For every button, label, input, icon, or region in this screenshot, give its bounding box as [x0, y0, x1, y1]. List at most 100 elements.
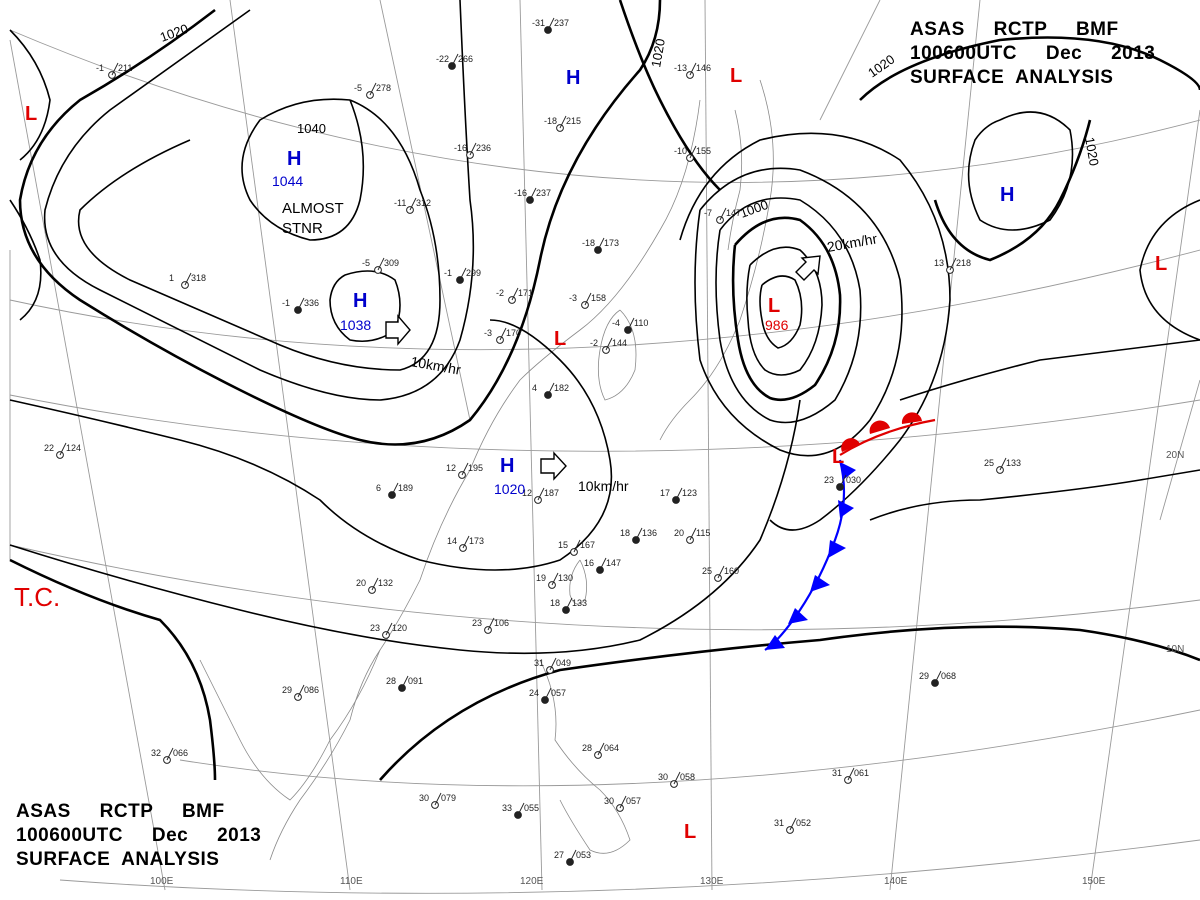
- wind-barb: [451, 53, 459, 67]
- station-temperature: 23: [824, 475, 834, 485]
- isobar-low-1: [759, 275, 803, 349]
- station-temperature: -10: [674, 146, 687, 156]
- station-pressure: 132: [378, 578, 393, 588]
- station-pressure: 312: [416, 198, 431, 208]
- header-time-line: 100600UTC Dec 2013: [910, 43, 1156, 64]
- wind-barb: [599, 557, 607, 571]
- wind-barb: [549, 657, 557, 671]
- wind-barb: [689, 145, 697, 159]
- station-temperature: -18: [544, 116, 557, 126]
- wind-barb: [673, 771, 681, 785]
- wind-barb: [409, 197, 417, 211]
- station-temperature: -3: [569, 293, 577, 303]
- station-temperature: 6: [376, 483, 381, 493]
- station-temperature: 16: [584, 558, 594, 568]
- station-pressure: 057: [626, 796, 641, 806]
- isobar-east-1: [869, 469, 1200, 521]
- isobar-1020-south: [9, 558, 217, 781]
- parallel-30n: [9, 249, 1200, 351]
- meridian-110e: [229, 0, 351, 891]
- station-pressure: 147: [726, 208, 741, 218]
- station-temperature: -3: [484, 328, 492, 338]
- station-temperature: 14: [447, 536, 457, 546]
- wind-barb: [434, 792, 442, 806]
- wind-barb: [597, 237, 605, 251]
- station-pressure: 133: [1006, 458, 1021, 468]
- wind-barb: [111, 62, 119, 76]
- station-temperature: -2: [590, 338, 598, 348]
- isobar-1020-equatorial: [379, 625, 1200, 781]
- station-plots: -31 237-1 211-5 278-22 266-18 215-16 236-16 237…: [44, 17, 1021, 866]
- meridian-150e: [1089, 109, 1200, 891]
- station-temperature: 33: [502, 803, 512, 813]
- isobar-label: 1020: [1082, 136, 1102, 167]
- warm-front: [839, 418, 936, 456]
- station-pressure: 173: [469, 536, 484, 546]
- station-pressure: 049: [556, 658, 571, 668]
- coast-asia-mainland: [269, 99, 701, 861]
- isobar-north-left: [9, 29, 51, 161]
- coast-taiwan: [569, 559, 588, 605]
- station-temperature: -5: [354, 83, 362, 93]
- station-pressure: 030: [846, 475, 861, 485]
- wind-barb: [461, 462, 469, 476]
- station-temperature: 23: [370, 623, 380, 633]
- station-temperature: 23: [472, 618, 482, 628]
- wind-barb: [297, 297, 305, 311]
- wind-barb: [689, 62, 697, 76]
- movement-arrow-986: [795, 255, 821, 281]
- station-temperature: -18: [582, 238, 595, 248]
- wind-barb: [401, 675, 409, 689]
- station-temperature: 31: [832, 768, 842, 778]
- wind-barb: [569, 849, 577, 863]
- station-pressure: 053: [576, 850, 591, 860]
- isobar-1020-north: [859, 36, 1200, 101]
- wind-barb: [499, 327, 507, 341]
- isobar-low-2: [746, 246, 823, 376]
- station-pressure: 133: [572, 598, 587, 608]
- station-temperature: 4: [532, 383, 537, 393]
- station-pressure: 055: [524, 803, 539, 813]
- wind-barb: [597, 742, 605, 756]
- stnr-label: STNR: [282, 220, 323, 237]
- station-pressure: 146: [696, 63, 711, 73]
- station-pressure: 068: [941, 671, 956, 681]
- station-pressure: 158: [591, 293, 606, 303]
- wind-barb: [573, 539, 581, 553]
- isobar-east-ring: [967, 111, 1074, 231]
- coast-indochina: [199, 649, 381, 801]
- station-temperature: 30: [604, 796, 614, 806]
- wind-barb: [559, 115, 567, 129]
- station-pressure: 123: [682, 488, 697, 498]
- station-temperature: 17: [660, 488, 670, 498]
- station-temperature: -2: [496, 288, 504, 298]
- header-bottom-left: ASAS RCTP BMF 100600UTC Dec 2013 SURFACE…: [16, 800, 261, 872]
- cold-front-barb-4: [810, 575, 830, 592]
- station-pressure: 120: [392, 623, 407, 633]
- isobar-1020-east: [933, 119, 1092, 262]
- station-temperature: -11: [394, 198, 406, 208]
- coastlines: [199, 79, 774, 861]
- station-temperature: 22: [44, 443, 54, 453]
- cold-front: [764, 459, 846, 651]
- high-center-east: H: [1000, 184, 1014, 206]
- wind-barb: [934, 670, 942, 684]
- station-temperature: 31: [774, 818, 784, 828]
- wind-barb: [297, 684, 305, 698]
- station-temperature: 18: [620, 528, 630, 538]
- station-pressure: 061: [854, 768, 869, 778]
- station-pressure: 278: [376, 83, 391, 93]
- high-center-1044: H: [287, 148, 301, 170]
- wind-barb: [544, 687, 552, 701]
- station-pressure: 266: [458, 54, 473, 64]
- station-pressure: 155: [696, 146, 711, 156]
- station-pressure: 144: [612, 338, 627, 348]
- wind-barb: [719, 207, 727, 221]
- coast-philippines: [539, 659, 631, 854]
- almost-label: ALMOST: [282, 200, 344, 217]
- meridian-100e: [9, 39, 166, 891]
- isobar-north-mid: [618, 0, 721, 191]
- low-center-nw: L: [25, 103, 37, 125]
